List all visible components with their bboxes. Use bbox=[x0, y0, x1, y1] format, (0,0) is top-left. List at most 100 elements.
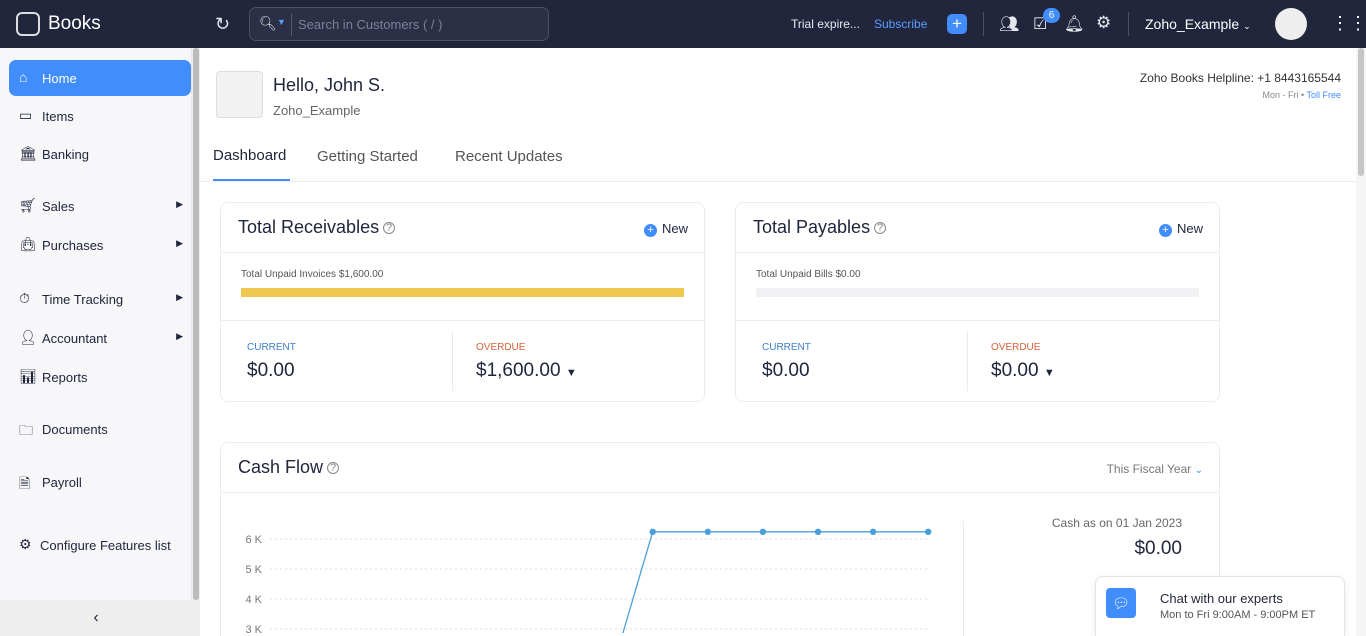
books-logo-icon bbox=[16, 12, 40, 36]
top-bar: Books ↻ 🔍︎ ▼ Search in Customers ( / ) T… bbox=[0, 0, 1366, 48]
sidebar-item-label: Accountant bbox=[42, 331, 108, 346]
hours: Mon - Fri bbox=[1262, 90, 1299, 100]
active-tab-indicator bbox=[213, 179, 290, 182]
receivables-card: Total Receivables? + New Total Unpaid Inv… bbox=[220, 202, 705, 402]
accountant-icon: 👤︎ bbox=[19, 329, 37, 345]
current-amount: $0.00 bbox=[762, 360, 810, 381]
search-icon[interactable]: 🔍︎ bbox=[259, 15, 277, 31]
sidebar-item-documents[interactable]: 🗀 Documents bbox=[9, 411, 191, 447]
gear-icon[interactable]: ⚙ bbox=[1096, 13, 1112, 32]
y-tick-label: 4 K bbox=[245, 594, 262, 606]
quick-create-button[interactable]: + bbox=[947, 14, 967, 34]
bell-icon[interactable]: 🔔︎ bbox=[1064, 16, 1085, 33]
tasks-badge: 6 bbox=[1043, 8, 1060, 23]
arrow-right-icon: ▶ bbox=[176, 292, 183, 302]
current-label: CURRENT bbox=[762, 342, 811, 353]
chevron-down-icon[interactable]: ▼ bbox=[277, 17, 286, 27]
search-input[interactable]: 🔍︎ ▼ Search in Customers ( / ) bbox=[249, 7, 549, 41]
org-switcher[interactable]: Zoho_Example ⌄ bbox=[1145, 16, 1251, 32]
sidebar-item-accountant[interactable]: 👤︎ Accountant ▶ bbox=[9, 320, 191, 356]
chevron-left-icon: ‹ bbox=[93, 609, 99, 626]
subscribe-link[interactable]: Subscribe bbox=[874, 17, 928, 31]
reports-icon: 📊︎ bbox=[19, 368, 37, 384]
sidebar-item-banking[interactable]: 🏛︎ Banking bbox=[9, 136, 191, 172]
sidebar-item-label: Payroll bbox=[42, 475, 82, 490]
items-icon: ▭ bbox=[19, 107, 33, 123]
payables-card: Total Payables? + New Total Unpaid Bills … bbox=[735, 202, 1220, 402]
y-tick-label: 3 K bbox=[245, 624, 262, 636]
toll-free: Toll Free bbox=[1306, 90, 1341, 100]
plus-icon: + bbox=[1158, 224, 1172, 237]
current-amount: $0.00 bbox=[247, 360, 295, 381]
chevron-down-icon: ⌄ bbox=[1194, 465, 1203, 476]
data-point bbox=[925, 528, 932, 535]
sidebar-scrollbar[interactable] bbox=[192, 48, 200, 636]
sidebar-item-label: Banking bbox=[42, 147, 89, 162]
cart-icon: 🛒︎ bbox=[19, 197, 37, 213]
page-scrollbar[interactable] bbox=[1356, 48, 1366, 636]
helpline-hours: Mon - Fri • Toll Free bbox=[1262, 90, 1341, 100]
avatar[interactable] bbox=[1275, 8, 1307, 40]
data-point bbox=[759, 528, 767, 535]
sidebar: ⌂ Home ▭ Items 🏛︎ Banking 🛒︎ Sales ▶ 👜︎ Purcha… bbox=[0, 48, 192, 636]
recent-history-icon[interactable]: ↻ bbox=[215, 14, 231, 34]
data-point bbox=[649, 528, 656, 535]
chat-title: Chat with our experts bbox=[1160, 591, 1283, 606]
sidebar-item-label: Documents bbox=[42, 422, 108, 437]
sidebar-item-label: Reports bbox=[42, 370, 88, 385]
help-icon[interactable]: ? bbox=[383, 222, 396, 235]
folder-icon: 🗀 bbox=[19, 422, 33, 438]
sidebar-item-label: Purchases bbox=[42, 238, 104, 253]
sidebar-item-payroll[interactable]: 🗎 Payroll bbox=[9, 464, 191, 500]
payables-progress-bar bbox=[756, 288, 1199, 297]
card-title: Cash Flow? bbox=[238, 457, 340, 478]
sidebar-item-home[interactable]: ⌂ Home bbox=[9, 60, 191, 96]
bag-icon: 👜︎ bbox=[19, 236, 37, 252]
apps-grid-icon[interactable]: ⋮⋮ bbox=[1331, 13, 1366, 33]
arrow-right-icon: ▶ bbox=[176, 238, 183, 248]
receivables-progress-bar bbox=[241, 288, 684, 297]
caret-down-icon: ▼ bbox=[565, 367, 577, 379]
unpaid-total: Total Unpaid Bills $0.00 bbox=[756, 269, 861, 280]
cashflow-line bbox=[622, 531, 929, 634]
search-placeholder: Search in Customers ( / ) bbox=[298, 17, 443, 32]
overdue-dropdown[interactable]: $0.00 ▼ bbox=[991, 360, 1055, 381]
sidebar-item-purchases[interactable]: 👜︎ Purchases ▶ bbox=[9, 227, 191, 263]
timer-icon: ⏱︎ bbox=[19, 290, 30, 306]
sidebar-item-configure-features[interactable]: ⚙ Configure Features list bbox=[9, 527, 191, 563]
overdue-dropdown[interactable]: $1,600.00 ▼ bbox=[476, 360, 577, 381]
bank-icon: 🏛︎ bbox=[19, 145, 37, 161]
sidebar-item-label: Items bbox=[42, 109, 74, 124]
tab-dashboard[interactable]: Dashboard bbox=[213, 147, 287, 164]
sidebar-item-items[interactable]: ▭ Items bbox=[9, 98, 191, 134]
sidebar-item-sales[interactable]: 🛒︎ Sales ▶ bbox=[9, 188, 191, 224]
help-icon[interactable]: ? bbox=[874, 222, 887, 235]
help-icon[interactable]: ? bbox=[327, 462, 340, 475]
new-invoice-button[interactable]: + New bbox=[643, 221, 688, 237]
arrow-right-icon: ▶ bbox=[176, 199, 183, 209]
helpline: Zoho Books Helpline: +1 8443165544 bbox=[1139, 71, 1341, 85]
sidebar-item-reports[interactable]: 📊︎ Reports bbox=[9, 359, 191, 395]
home-icon: ⌂ bbox=[19, 69, 28, 85]
collapse-sidebar-button[interactable]: ‹ bbox=[0, 600, 192, 636]
tab-recent-updates[interactable]: Recent Updates bbox=[455, 148, 563, 165]
tab-getting-started[interactable]: Getting Started bbox=[317, 148, 418, 165]
plus-icon: + bbox=[643, 224, 657, 237]
trial-text: Trial expire... bbox=[791, 17, 860, 31]
data-point bbox=[814, 528, 822, 535]
data-point bbox=[704, 528, 711, 535]
cash-value: $0.00 bbox=[1134, 538, 1182, 559]
period-dropdown[interactable]: This Fiscal Year ⌄ bbox=[1106, 462, 1203, 476]
sidebar-item-label: Home bbox=[42, 71, 77, 86]
chat-icon: 💬︎ bbox=[1106, 588, 1136, 618]
y-tick-label: 6 K bbox=[245, 534, 262, 546]
sidebar-item-time-tracking[interactable]: ⏱︎ Time Tracking ▶ bbox=[9, 281, 191, 317]
chat-widget[interactable]: 💬︎ Chat with our experts Mon to Fri 9:00… bbox=[1095, 576, 1345, 636]
overdue-label: OVERDUE bbox=[991, 342, 1041, 353]
unpaid-total: Total Unpaid Invoices $1,600.00 bbox=[241, 269, 384, 280]
users-icon[interactable]: 👥︎ bbox=[999, 16, 1020, 33]
new-bill-button[interactable]: + New bbox=[1158, 221, 1203, 237]
overdue-label: OVERDUE bbox=[476, 342, 526, 353]
data-point bbox=[869, 528, 877, 535]
